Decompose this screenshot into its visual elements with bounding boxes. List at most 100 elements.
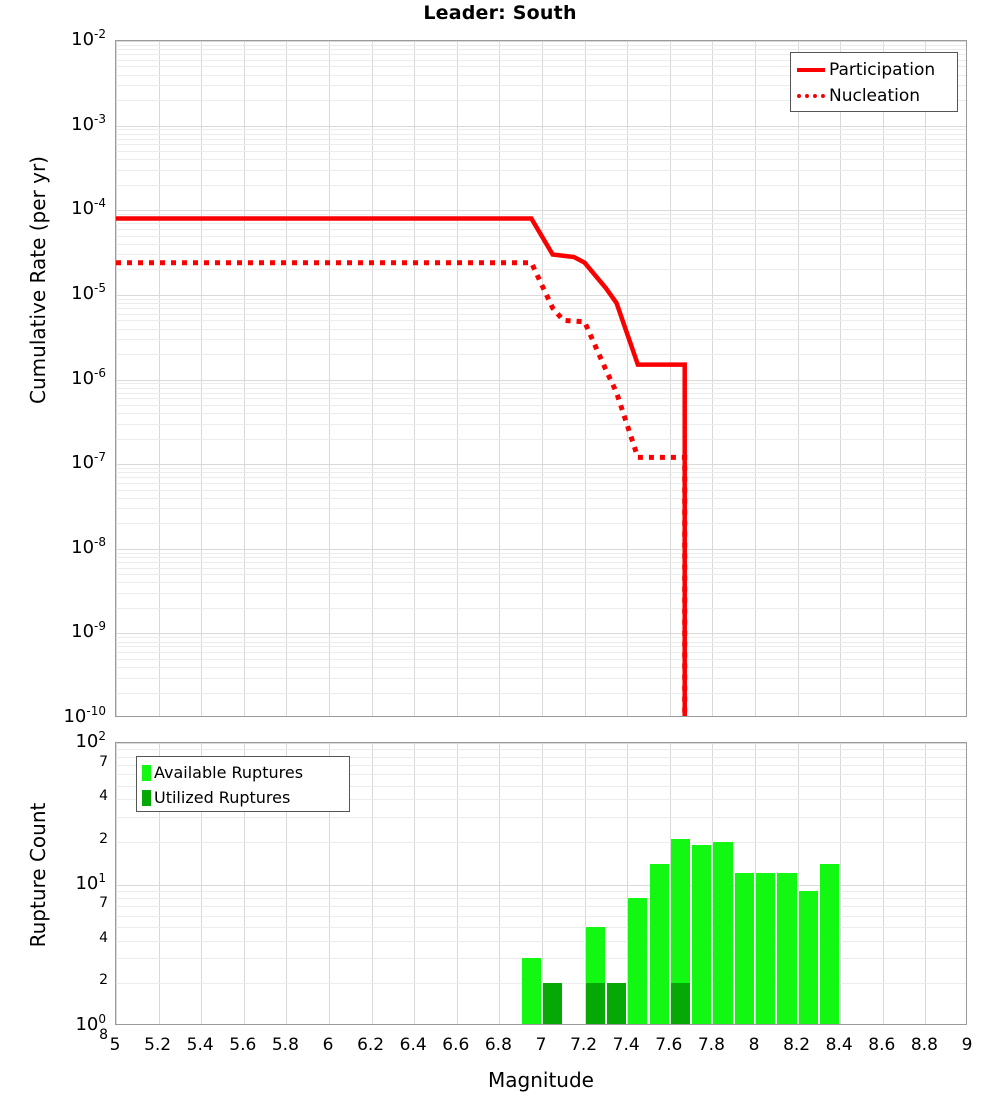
gridline-horizontal [116, 294, 966, 296]
legend-label-participation: Participation [829, 60, 936, 80]
x-tick-label: 9 [961, 1035, 973, 1055]
gridline-horizontal [116, 404, 966, 406]
utilized-color-icon [142, 789, 151, 806]
gridline-horizontal [116, 269, 966, 271]
gridline-vertical [584, 743, 586, 1024]
gridline-horizontal [116, 482, 966, 484]
bar-available [649, 863, 669, 1024]
gridline-vertical [499, 41, 501, 716]
gridline-horizontal [116, 100, 966, 102]
x-tick-label: 8.2 [783, 1035, 811, 1055]
legend-item-available[interactable]: Available Ruptures [142, 760, 344, 785]
x-tick-label: 7 [535, 1035, 547, 1055]
gridline-vertical [414, 743, 416, 1024]
rupture-legend: Available Ruptures Utilized Ruptures [136, 756, 350, 812]
gridline-horizontal [116, 423, 966, 425]
y-tick-label: 10-9 [71, 619, 106, 643]
x-tick-label: 6.2 [357, 1035, 385, 1055]
x-tick-label: 5.4 [186, 1035, 214, 1055]
legend-item-nucleation[interactable]: Nucleation [797, 83, 951, 109]
gridline-horizontal [116, 658, 966, 660]
y-tick-label-minor: 7 [99, 895, 108, 912]
gridline-vertical [286, 743, 288, 1024]
gridline-vertical [499, 743, 501, 1024]
x-tick-label: 7.2 [570, 1035, 598, 1055]
gridline-horizontal [116, 229, 966, 231]
bar-available [606, 983, 627, 1024]
gridline-horizontal [116, 652, 966, 654]
gridline-horizontal [116, 320, 966, 322]
gridline-horizontal [116, 567, 966, 569]
bar-available [798, 890, 818, 1024]
curve-participation [116, 216, 687, 716]
gridline-vertical [286, 41, 288, 716]
gridline-horizontal [116, 906, 966, 908]
gridline-horizontal [116, 339, 966, 341]
bar-available [734, 873, 754, 1024]
gridline-horizontal [116, 582, 966, 584]
gridline-horizontal [116, 214, 966, 216]
x-tick-label: 5.6 [229, 1035, 257, 1055]
available-color-icon [142, 764, 151, 781]
gridline-horizontal [116, 223, 966, 225]
legend-item-utilized[interactable]: Utilized Ruptures [142, 785, 344, 810]
gridline-horizontal [116, 508, 966, 510]
x-tick-label: 6.6 [442, 1035, 470, 1055]
gridline-vertical [840, 41, 842, 716]
gridline-horizontal [116, 85, 966, 87]
gridline-horizontal [116, 169, 966, 171]
bar-available [713, 841, 733, 1024]
gridline-vertical [329, 743, 330, 1024]
gridline-horizontal [116, 764, 966, 766]
gridline-vertical [158, 743, 160, 1024]
gridline-horizontal [116, 354, 966, 356]
gridline-horizontal [116, 641, 966, 643]
gridline-horizontal [116, 464, 966, 466]
gridline-horizontal [116, 129, 966, 131]
gridline-vertical [627, 743, 629, 1024]
legend-item-participation[interactable]: Participation [797, 57, 951, 83]
gridline-horizontal [116, 692, 966, 694]
gridline-horizontal [116, 303, 966, 305]
gridline-horizontal [116, 392, 966, 394]
rate-legend: Participation Nucleation [790, 52, 958, 112]
gridline-horizontal [116, 915, 966, 917]
bar-available [543, 983, 563, 1024]
y-tick-label-minor: 2 [99, 972, 108, 989]
gridline-horizontal [116, 133, 966, 135]
gridline-vertical [158, 41, 160, 716]
gridline-horizontal [116, 210, 966, 212]
gridline-vertical [925, 743, 927, 1024]
gridline-horizontal [116, 667, 966, 669]
y-tick-label: 10-8 [71, 534, 106, 558]
gridline-horizontal [116, 379, 966, 381]
gridline-horizontal [116, 328, 966, 330]
gridline-vertical [840, 743, 842, 1024]
y-tick-label-minor: 7 [99, 753, 108, 770]
y-tick-label: 10-10 [63, 704, 106, 727]
x-tick-label: 6.4 [399, 1035, 427, 1055]
gridline-horizontal [116, 159, 966, 161]
page-title: Leader: South [423, 2, 577, 24]
gridline-vertical [456, 41, 458, 716]
gridline-horizontal [116, 841, 966, 843]
gridline-horizontal [116, 298, 966, 300]
gridline-horizontal [116, 387, 966, 389]
x-tick-label: 5 [109, 1035, 121, 1055]
gridline-vertical [243, 41, 245, 716]
top-y-axis-label: Cumulative Rate (per yr) [26, 156, 50, 404]
gridline-vertical [116, 743, 117, 1024]
x-tick-label: 8.4 [825, 1035, 853, 1055]
gridline-horizontal [116, 983, 966, 985]
gridline-vertical [456, 743, 458, 1024]
gridline-vertical [243, 743, 245, 1024]
gridline-vertical [542, 743, 543, 1024]
bar-utilized [670, 983, 691, 1024]
gridline-horizontal [116, 313, 966, 315]
x-tick-label: 7.8 [697, 1035, 725, 1055]
x-tick-label: 6.8 [484, 1035, 512, 1055]
gridline-vertical [627, 41, 629, 716]
gridline-vertical [712, 41, 714, 716]
gridline-vertical [797, 41, 799, 716]
